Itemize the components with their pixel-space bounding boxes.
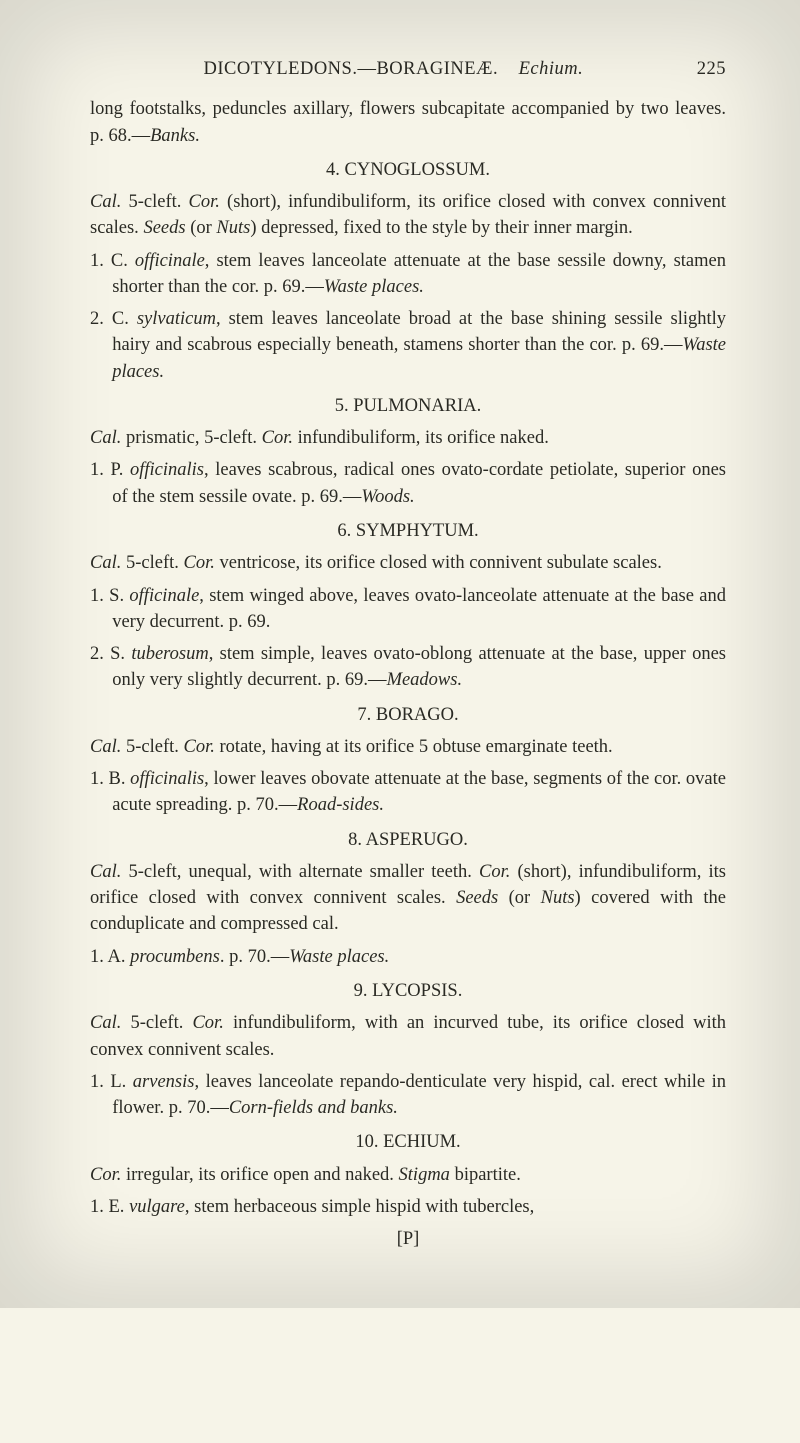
species-line: 1. E. vulgare, stem herbaceous simple hi… — [90, 1194, 726, 1220]
genus-line: Cal. 5-cleft. Cor. infundibuliform, with… — [90, 1010, 726, 1063]
intro-paragraph: long footstalks, peduncles axillary, flo… — [90, 96, 726, 149]
section-head-9: 9. LYCOPSIS. — [90, 978, 726, 1004]
section-head-5: 5. PULMONARIA. — [90, 393, 726, 419]
species-line: 1. C. officinale, stem leaves lanceolate… — [90, 248, 726, 301]
running-head-left: DICOTYLEDONS.—BORAGINEÆ. — [203, 59, 498, 79]
running-head: 225 DICOTYLEDONS.—BORAGINEÆ. Echium. — [90, 56, 726, 82]
genus-line: Cal. 5-cleft. Cor. (short), infundibulif… — [90, 189, 726, 242]
species-line: 1. P. officinalis, leaves scabrous, radi… — [90, 457, 726, 510]
species-line: 2. S. tuberosum, stem simple, leaves ova… — [90, 641, 726, 694]
section-head-4: 4. CYNOGLOSSUM. — [90, 157, 726, 183]
section-head-6: 6. SYMPHYTUM. — [90, 518, 726, 544]
species-line: 1. S. officinale, stem winged above, lea… — [90, 583, 726, 636]
species-line: 2. C. sylvaticum, stem leaves lanceolate… — [90, 306, 726, 385]
species-line: 1. A. procumbens. p. 70.—Waste places. — [90, 944, 726, 970]
signature-mark: [P] — [90, 1226, 726, 1252]
genus-line: Cal. 5-cleft. Cor. ventricose, its orifi… — [90, 550, 726, 576]
species-line: 1. B. officinalis, lower leaves obovate … — [90, 766, 726, 819]
genus-line: Cal. prismatic, 5-cleft. Cor. infundibul… — [90, 425, 726, 451]
section-head-7: 7. BORAGO. — [90, 702, 726, 728]
section-head-10: 10. ECHIUM. — [90, 1129, 726, 1155]
running-head-tail: Echium. — [519, 59, 584, 79]
genus-line: Cal. 5-cleft. Cor. rotate, having at its… — [90, 734, 726, 760]
species-line: 1. L. arvensis, leaves lanceolate repand… — [90, 1069, 726, 1122]
section-head-8: 8. ASPERUGO. — [90, 827, 726, 853]
genus-line: Cor. irregular, its orifice open and nak… — [90, 1162, 726, 1188]
genus-line: Cal. 5-cleft, unequal, with alternate sm… — [90, 859, 726, 938]
page-number: 225 — [697, 56, 726, 82]
